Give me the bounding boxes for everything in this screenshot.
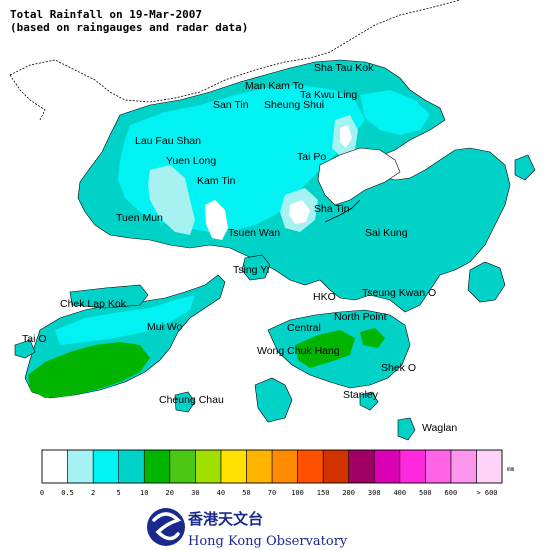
legend-tick-label: 150 (317, 489, 330, 497)
place-label: Tuen Mun (116, 212, 163, 224)
legend-tick-label: 200 (342, 489, 355, 497)
legend-swatch (67, 449, 94, 484)
legend-swatch (399, 449, 426, 484)
place-label: Mui Wo (147, 321, 183, 333)
rain-zone-lightest-1 (148, 165, 195, 235)
legend-swatch (271, 449, 298, 484)
place-label: Wong Chuk Hang (257, 345, 340, 357)
rain-zone-lightest-6 (340, 125, 352, 148)
legend-swatch (246, 449, 273, 484)
place-label: Shek O (381, 362, 416, 374)
place-label: Cheung Chau (159, 394, 224, 406)
legend-swatch (297, 449, 324, 484)
place-label: Tai O (22, 333, 47, 345)
mainland-coastline (9, 0, 461, 103)
legend-swatch (322, 449, 349, 484)
hko-logo-english: Hong Kong Observatory (188, 534, 348, 549)
legend-tick-label: 30 (191, 489, 199, 497)
hko-logo-chinese: 香港天文台 (188, 510, 263, 528)
place-label: Ta Kwu Ling (300, 89, 357, 101)
rainfall-legend: 0 0.5 2 5 10 20 30 40 50 70 100 150 200 300 400 500 600 >… (40, 449, 503, 497)
tai-o-islet (14, 339, 36, 359)
hko-emblem-swirl (152, 512, 182, 541)
legend-swatch (348, 449, 375, 484)
po-toi-island (359, 391, 379, 411)
rain-zone-lightest-4 (289, 200, 310, 224)
mainland-coastline-west (9, 74, 46, 121)
place-label: Tsuen Wan (228, 227, 280, 239)
place-label: Lau Fau Shan (135, 135, 201, 147)
legend-swatch (41, 449, 68, 484)
lantau-light-rain (55, 295, 195, 345)
place-label: Sheung Shui (264, 99, 324, 111)
place-label: Sha Tin (314, 203, 350, 215)
legend-tick-label: 500 (419, 489, 432, 497)
tolo-harbour (317, 147, 401, 206)
waglan-island (397, 417, 416, 441)
legend-tick-label: 70 (268, 489, 276, 497)
legend-tick-label: 100 (291, 489, 304, 497)
place-label: Man Kam To (245, 80, 304, 92)
rain-zone-lightest-2 (205, 200, 228, 240)
place-label: Stanley (343, 389, 379, 401)
place-label: Kam Tin (197, 175, 236, 187)
place-label: Sai Kung (365, 227, 408, 239)
legend-tick-label: 300 (368, 489, 381, 497)
place-label: Tai Po (297, 151, 326, 163)
chek-lap-kok-island (69, 284, 149, 309)
east-islet (514, 154, 536, 181)
legend-swatch (169, 449, 196, 484)
legend-swatch (118, 449, 145, 484)
lantau-heavy-rain (28, 342, 150, 398)
legend-tick-label: 50 (242, 489, 250, 497)
legend-tick-label: 0.5 (61, 489, 74, 497)
place-label: Waglan (422, 422, 457, 434)
hki-heavy-rain-east (360, 328, 385, 348)
legend-swatch (425, 449, 452, 484)
rain-zone-light-east (360, 90, 430, 135)
map-title-line1: Total Rainfall on 19-Mar-2007 (10, 8, 202, 21)
legend-tick-label: 0 (40, 489, 44, 497)
legend-swatch (92, 449, 119, 484)
legend-swatch (195, 449, 222, 484)
place-label: Yuen Long (166, 155, 216, 167)
legend-swatch (450, 449, 477, 484)
legend-tick-label: 20 (166, 489, 174, 497)
legend-tick-label: > 600 (476, 489, 497, 497)
legend-swatch (143, 449, 171, 484)
legend-unit: mm (507, 466, 515, 473)
legend-swatch (220, 449, 247, 484)
hki-heavy-rain (295, 330, 355, 368)
legend-tick-label: 400 (393, 489, 406, 497)
place-label: Tsing Yi (233, 264, 269, 276)
map-title-line2: (based on raingauges and radar data) (10, 21, 248, 34)
place-label: HKO (313, 291, 336, 303)
legend-tick-label: 10 (140, 489, 148, 497)
place-label: Central (287, 322, 321, 334)
legend-tick-label: 40 (217, 489, 225, 497)
cheung-chau-island (174, 391, 196, 413)
legend-tick-label: 5 (117, 489, 121, 497)
legend-swatch (373, 449, 401, 484)
place-label: Chek Lap Kok (60, 298, 127, 310)
legend-frame (41, 449, 503, 484)
hko-logo: 香港天文台 Hong Kong Observatory (147, 508, 348, 549)
place-label: San Tin (213, 99, 249, 111)
place-label: Tseung Kwan O (362, 287, 436, 299)
legend-swatch (476, 449, 503, 484)
legend-tick-label: 2 (91, 489, 95, 497)
sha-tin-river (324, 199, 361, 223)
lamma-island (254, 377, 293, 423)
sai-kung-islets (467, 261, 506, 303)
tsing-yi-island (241, 254, 271, 281)
legend-tick-label: 600 (445, 489, 458, 497)
place-label: North Point (334, 311, 387, 323)
place-label: Sha Tau Kok (314, 62, 374, 74)
